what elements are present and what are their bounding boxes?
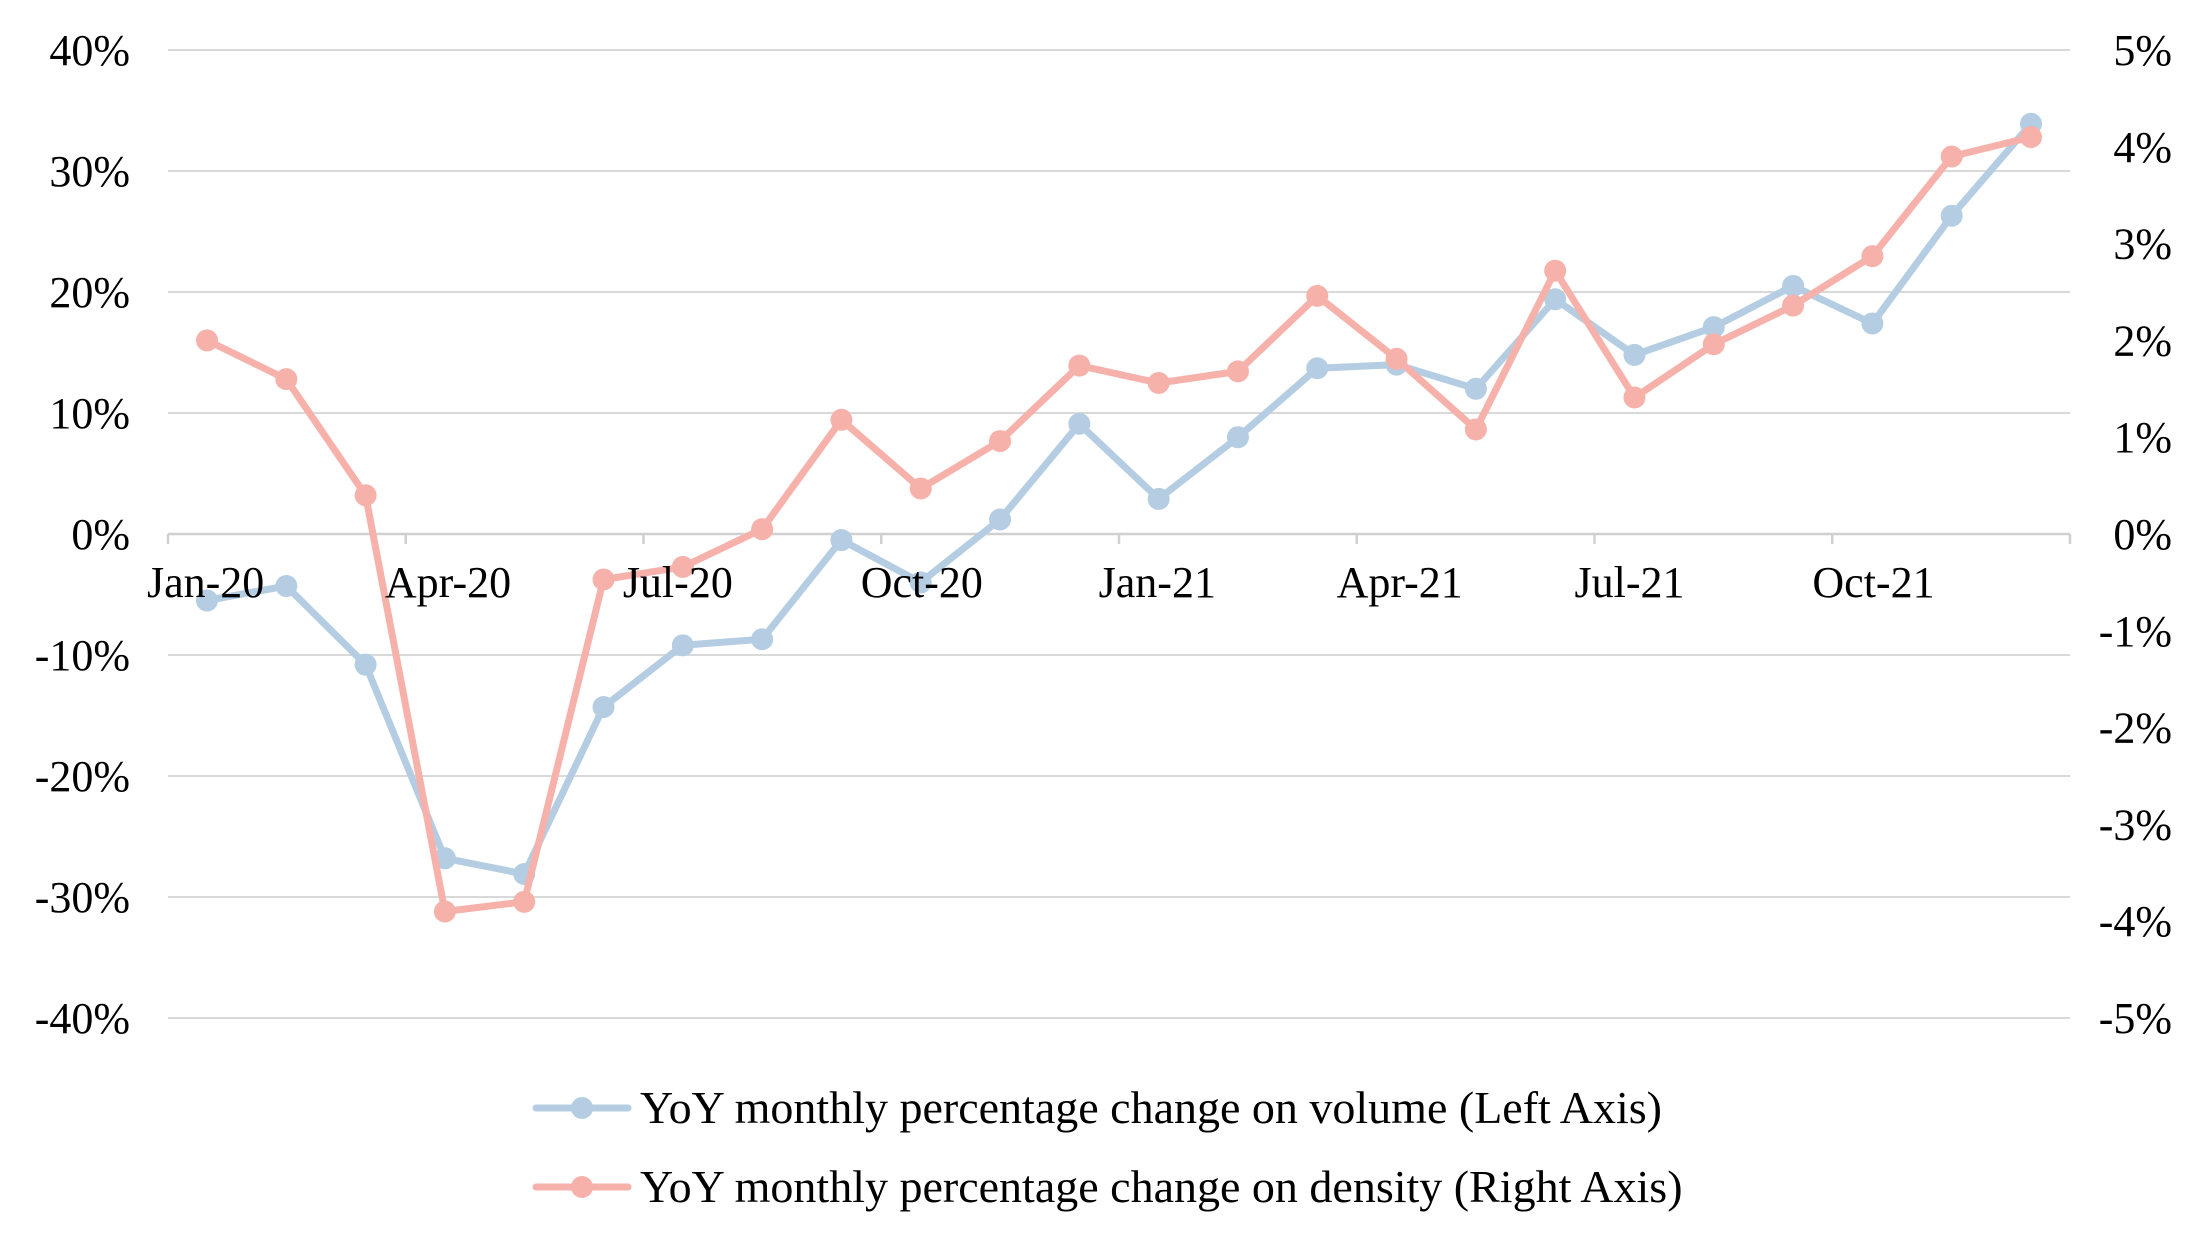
gridlines: [168, 49, 2070, 1019]
x-axis-tick-label: Apr-20: [385, 558, 511, 607]
data-point: [1782, 294, 1805, 317]
data-point: [1385, 347, 1408, 370]
data-point: [1544, 288, 1567, 311]
x-axis-tick-label: Oct-20: [861, 558, 983, 607]
right-axis-tick-label: 4%: [2113, 123, 2172, 172]
data-point: [433, 900, 456, 923]
data-point: [1623, 386, 1646, 409]
series-density: [196, 126, 2042, 923]
data-point: [592, 696, 615, 719]
x-axis-tick-label: Jan-21: [1099, 558, 1216, 607]
right-axis-tick-label: -1%: [2099, 607, 2172, 656]
right-axis-tick-label: -4%: [2099, 897, 2172, 946]
data-point: [1147, 487, 1170, 510]
data-point: [909, 571, 932, 594]
legend-label: YoY monthly percentage change on volume …: [640, 1082, 1662, 1133]
right-axis-tick-label: 2%: [2113, 316, 2172, 365]
right-axis-tick-label: -5%: [2099, 994, 2172, 1043]
series-line: [203, 133, 2035, 915]
data-point: [830, 408, 853, 431]
right-axis-tick-label: 1%: [2113, 413, 2172, 462]
left-axis-tick-label: 20%: [49, 268, 130, 317]
data-point: [1940, 145, 1963, 168]
x-axis-tick-label: Jul-20: [623, 558, 733, 607]
data-point: [671, 555, 694, 578]
left-axis-tick-label: 40%: [49, 26, 130, 75]
right-axis-tick-label: 3%: [2113, 220, 2172, 269]
data-point: [1306, 284, 1329, 307]
data-point: [275, 575, 298, 598]
data-point: [433, 847, 456, 870]
legend: YoY monthly percentage change on volume …: [532, 1082, 1683, 1212]
data-point: [1861, 245, 1884, 268]
legend-label: YoY monthly percentage change on density…: [640, 1161, 1683, 1212]
data-point: [1782, 274, 1805, 297]
data-point: [196, 589, 218, 612]
right-axis-tick-label: 5%: [2113, 26, 2172, 75]
data-point: [671, 634, 694, 657]
data-point: [1464, 377, 1487, 400]
left-axis-tick-label: 10%: [49, 389, 130, 438]
data-point: [1226, 426, 1249, 449]
data-point: [1464, 418, 1487, 441]
legend-item: YoY monthly percentage change on volume …: [532, 1082, 1662, 1133]
right-axis-tick-label: -2%: [2099, 704, 2172, 753]
series-volume: [196, 112, 2042, 886]
data-point: [2020, 126, 2042, 149]
data-point: [830, 529, 853, 552]
data-point: [1940, 204, 1963, 227]
x-axis-ticks: Jan-20 Apr-20 Jul-20 Oct-20 Jan-21 Apr-21 Jul-…: [147, 558, 1935, 607]
data-point: [989, 508, 1012, 531]
right-axis-tick-label: -3%: [2099, 800, 2172, 849]
data-point: [1068, 354, 1091, 377]
data-point: [1861, 312, 1884, 335]
legend-swatch-marker: [571, 1176, 593, 1198]
legend-swatch-marker: [571, 1097, 593, 1119]
data-point: [751, 518, 774, 541]
left-axis-tick-label: -20%: [35, 752, 130, 801]
data-point: [196, 329, 218, 352]
x-axis: [166, 532, 2072, 544]
left-axis-ticks: 40% 30% 20% 10% 0% -10% -20% -30% -40%: [35, 26, 130, 1043]
data-point: [1147, 371, 1170, 394]
x-axis-tick-label: Apr-21: [1337, 558, 1463, 607]
x-axis-tick-label: Oct-21: [1812, 558, 1934, 607]
data-point: [909, 477, 932, 500]
series: [196, 112, 2042, 923]
right-axis-tick-label: 0%: [2113, 510, 2172, 559]
data-point: [275, 368, 298, 391]
data-point: [354, 653, 377, 676]
data-point: [1544, 259, 1567, 282]
right-axis-ticks: 5% 4% 3% 2% 1% 0% -1% -2% -3% -4% -5%: [2099, 26, 2172, 1043]
legend-item: YoY monthly percentage change on density…: [532, 1161, 1683, 1212]
data-point: [989, 430, 1012, 453]
x-axis-tick-label: Jul-21: [1574, 558, 1684, 607]
left-axis-tick-label: -30%: [35, 873, 130, 922]
series-line: [203, 120, 2035, 878]
data-point: [1702, 333, 1725, 356]
data-point: [1068, 412, 1091, 435]
data-point: [1702, 316, 1725, 339]
data-point: [751, 628, 774, 651]
data-point: [513, 890, 536, 913]
data-point: [592, 568, 615, 591]
data-point: [354, 484, 377, 507]
data-point: [1306, 357, 1329, 380]
x-axis-tick-label: Jan-20: [147, 558, 264, 607]
left-axis-tick-label: 30%: [49, 147, 130, 196]
left-axis-tick-label: -10%: [35, 631, 130, 680]
data-point: [1623, 343, 1646, 366]
left-axis-tick-label: 0%: [71, 510, 130, 559]
data-point: [1226, 360, 1249, 383]
left-axis-tick-label: -40%: [35, 994, 130, 1043]
